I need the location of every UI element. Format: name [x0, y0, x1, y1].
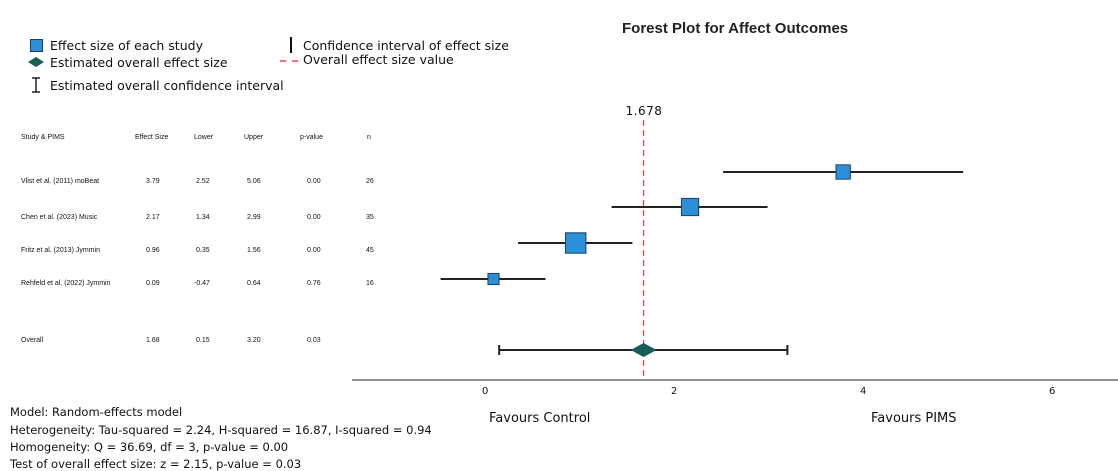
row-n: 26	[366, 178, 374, 185]
row-upper: 1.56	[247, 247, 261, 254]
legend-overall-ci: Estimated overall confidence interval	[50, 78, 284, 93]
row-effect-size: 3.79	[146, 178, 160, 185]
row-n: 45	[366, 247, 374, 254]
row-lower: 2.52	[196, 178, 210, 185]
col-header-upper: Upper	[244, 134, 264, 141]
x-label-favours-control: Favours Control	[489, 411, 591, 426]
study-effect-box	[565, 232, 587, 254]
legend-ci: Confidence interval of effect size	[303, 38, 509, 53]
legend-dashed-line-icon	[280, 60, 298, 62]
x-tick-label: 0	[482, 386, 489, 397]
row-study: Fritz et al. (2013) Jymmin	[21, 247, 100, 254]
row-effect-size: 0.96	[146, 247, 160, 254]
x-tick-label: 6	[1049, 386, 1056, 397]
row-lower: 1.34	[196, 214, 210, 221]
col-header-p-value: p-value	[300, 134, 323, 141]
row-study: Overall	[21, 337, 44, 344]
row-p-value: 0.03	[307, 337, 321, 344]
stats-model: Model: Random-effects model	[10, 405, 183, 419]
stats-heterogeneity: Heterogeneity: Tau-squared = 2.24, H-squ…	[10, 423, 432, 437]
row-n: 16	[366, 280, 374, 287]
row-effect-size: 0.09	[146, 280, 160, 287]
row-study: Rehfeld et al. (2022) Jymmin	[21, 280, 111, 287]
row-lower: 0.35	[196, 247, 210, 254]
row-p-value: 0.76	[307, 280, 321, 287]
row-p-value: 0.00	[307, 178, 321, 185]
row-upper: 0.64	[247, 280, 261, 287]
row-effect-size: 2.17	[146, 214, 160, 221]
stats-overall-test: Test of overall effect size: z = 2.15, p…	[10, 457, 302, 471]
x-tick-label: 2	[671, 386, 678, 397]
row-p-value: 0.00	[307, 214, 321, 221]
col-header-effect-size: Effect Size	[135, 134, 169, 141]
col-header-lower: Lower	[194, 134, 214, 141]
row-p-value: 0.00	[307, 247, 321, 254]
legend-vertical-line-icon	[290, 37, 292, 53]
row-upper: 3.20	[247, 337, 261, 344]
legend-box-icon	[30, 39, 43, 52]
x-label-favours-pims: Favours PIMS	[871, 411, 957, 426]
legend-overall-line: Overall effect size value	[303, 52, 454, 67]
study-effect-box	[835, 164, 851, 180]
row-upper: 5.06	[247, 178, 261, 185]
legend-ci-bar-icon	[32, 77, 40, 93]
study-effect-box	[680, 197, 700, 217]
legend-effect-size: Effect size of each study	[50, 38, 203, 53]
row-n: 35	[366, 214, 374, 221]
row-study: Chen et al. (2023) Music	[21, 214, 98, 221]
study-effect-box	[487, 272, 500, 286]
col-header-n: n	[367, 134, 371, 141]
row-lower: 0.15	[196, 337, 210, 344]
legend-overall-effect: Estimated overall effect size	[50, 55, 228, 70]
col-header-study: Study & PIMS	[21, 134, 65, 141]
chart-title: Forest Plot for Affect Outcomes	[622, 20, 849, 37]
row-study: Vlist et al. (2011) moBeat	[21, 178, 100, 185]
row-lower: -0.47	[194, 280, 210, 287]
legend-diamond-icon	[28, 57, 44, 67]
stats-homogeneity: Homogeneity: Q = 36.69, df = 3, p-value …	[10, 440, 289, 454]
overall-effect-diamond	[630, 343, 657, 357]
row-effect-size: 1.68	[146, 337, 160, 344]
x-tick-label: 4	[860, 386, 867, 397]
reference-value-label: 1.678	[625, 104, 663, 118]
row-upper: 2.99	[247, 214, 261, 221]
